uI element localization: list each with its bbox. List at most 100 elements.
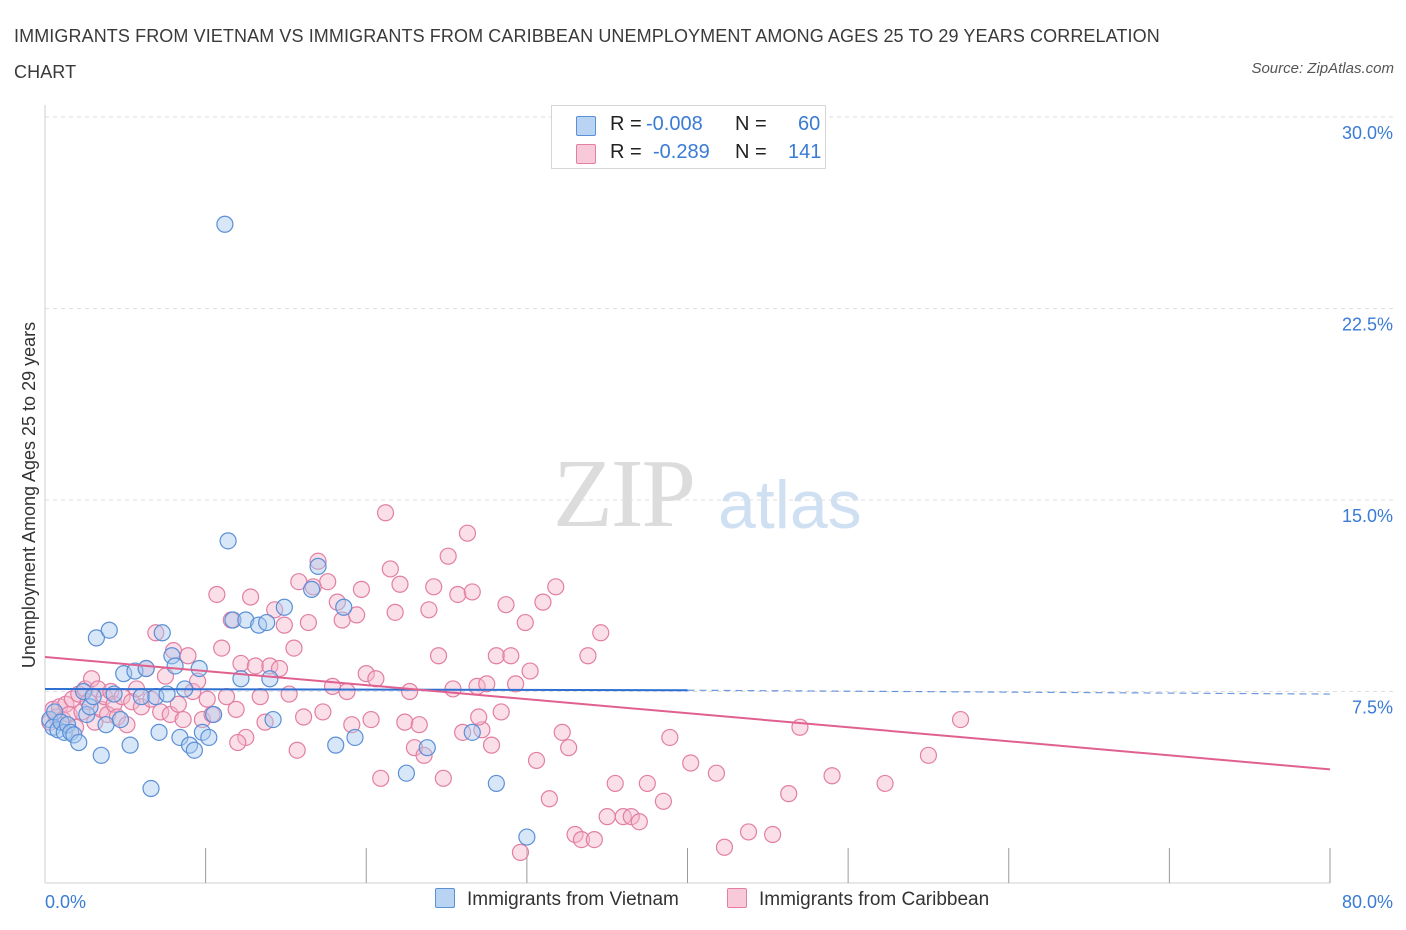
vietnam-trend-extension [687, 689, 1331, 695]
caribbean-point-64 [314, 703, 332, 721]
caribbean-point-116 [579, 647, 597, 665]
caribbean-point-13 [82, 670, 101, 688]
caribbean-point-124 [638, 774, 656, 793]
caribbean-point-129 [715, 838, 734, 856]
caribbean-point-42 [208, 585, 226, 604]
caribbean-point-126 [661, 728, 679, 747]
vietnam-point-44 [237, 611, 255, 629]
vietnam-point-2 [46, 703, 64, 721]
caribbean-point-74 [362, 710, 380, 729]
bottom-vietnam-label: Immigrants from Vietnam [467, 889, 679, 910]
caribbean-point-43 [213, 639, 231, 657]
caribbean-point-70 [343, 716, 361, 734]
vietnam-point-53 [335, 598, 353, 616]
caribbean-point-60 [295, 708, 313, 726]
caribbean-point-117 [585, 830, 603, 849]
vietnam-point-21 [121, 736, 139, 754]
data-points [41, 215, 970, 861]
source-label: Source: ZipAtlas.com [1251, 60, 1394, 77]
caribbean-point-131 [764, 825, 782, 844]
vietnam-point-58 [487, 774, 505, 793]
caribbean-point-102 [497, 596, 515, 614]
caribbean-point-81 [396, 713, 414, 731]
caribbean-point-84 [410, 716, 428, 734]
caribbean-point-53 [261, 657, 279, 675]
caribbean-point-73 [357, 665, 375, 683]
caribbean-point-93 [454, 723, 472, 741]
caribbean-point-49 [242, 588, 260, 606]
caribbean-point-94 [458, 524, 477, 542]
y-tick-label-3: 30.0% [1342, 123, 1393, 143]
caribbean-point-119 [598, 808, 616, 826]
caribbean-point-92 [449, 585, 467, 604]
caribbean-point-24 [123, 693, 141, 711]
vietnam-r-label: R = [610, 113, 642, 135]
stats-legend: R = -0.008 N = 60 R = -0.289 N = 141 [551, 105, 826, 169]
vietnam-swatch [576, 116, 596, 136]
caribbean-point-106 [516, 613, 534, 632]
vietnam-point-39 [205, 705, 223, 724]
caribbean-point-54 [266, 601, 284, 619]
caribbean-point-82 [401, 682, 419, 701]
vietnam-point-35 [185, 741, 203, 759]
caribbean-point-103 [502, 647, 520, 665]
caribbean-point-56 [275, 616, 293, 634]
vietnam-point-38 [200, 728, 218, 747]
vietnam-point-48 [264, 710, 282, 729]
caribbean-point-39 [193, 710, 212, 729]
vietnam-point-23 [132, 688, 150, 706]
vietnam-point-55 [397, 764, 416, 782]
vietnam-point-14 [87, 629, 106, 647]
vietnam-point-36 [190, 659, 208, 678]
caribbean-n-label: N = [735, 141, 767, 163]
caribbean-point-30 [152, 703, 170, 721]
caribbean-point-34 [169, 695, 187, 713]
vietnam-n-value: 60 [798, 113, 821, 135]
vietnam-point-50 [303, 580, 321, 598]
caribbean-point-51 [251, 688, 269, 706]
caribbean-r-label: R = [610, 141, 642, 163]
caribbean-point-109 [534, 593, 552, 611]
caribbean-point-80 [391, 575, 409, 593]
caribbean-point-47 [232, 654, 250, 673]
caribbean-point-107 [521, 662, 539, 680]
chart-title: IMMIGRANTS FROM VIETNAM VS IMMIGRANTS FR… [14, 26, 1160, 82]
caribbean-point-120 [606, 774, 624, 793]
caribbean-point-130 [739, 823, 758, 841]
caribbean-point-123 [630, 813, 648, 831]
vietnam-point-40 [216, 215, 234, 233]
bottom-vietnam-swatch [435, 888, 455, 908]
vietnam-point-57 [463, 723, 481, 741]
caribbean-point-137 [951, 710, 970, 729]
watermark-atlas: atlas [718, 467, 862, 543]
caribbean-point-77 [376, 504, 395, 522]
y-tick-label-2: 22.5% [1342, 315, 1393, 335]
vietnam-n-label: N = [735, 113, 767, 135]
caribbean-point-128 [707, 764, 726, 782]
watermark-zip: ZIP [553, 440, 696, 548]
caribbean-point-78 [381, 560, 399, 578]
bottom-caribbean-swatch [727, 888, 747, 908]
caribbean-point-111 [547, 578, 565, 596]
caribbean-point-95 [463, 583, 481, 601]
caribbean-point-112 [553, 723, 571, 741]
vietnam-point-22 [126, 662, 144, 680]
vietnam-point-52 [327, 736, 345, 754]
grid-lines [45, 116, 1395, 692]
caribbean-point-86 [420, 601, 438, 619]
caribbean-point-50 [246, 657, 265, 675]
caribbean-point-90 [439, 547, 457, 565]
caribbean-point-79 [386, 603, 404, 621]
vietnam-point-46 [258, 613, 276, 632]
bottom-legend-caribbean: Immigrants from Caribbean [727, 888, 989, 911]
caribbean-point-61 [299, 613, 318, 632]
caribbean-point-138 [470, 708, 488, 726]
vietnam-point-47 [261, 670, 279, 688]
caribbean-point-108 [527, 751, 546, 770]
vietnam-point-42 [224, 611, 242, 629]
caribbean-swatch [576, 144, 596, 164]
vietnam-point-54 [346, 728, 364, 747]
caribbean-point-69 [338, 682, 356, 701]
caribbean-point-139 [288, 741, 306, 759]
